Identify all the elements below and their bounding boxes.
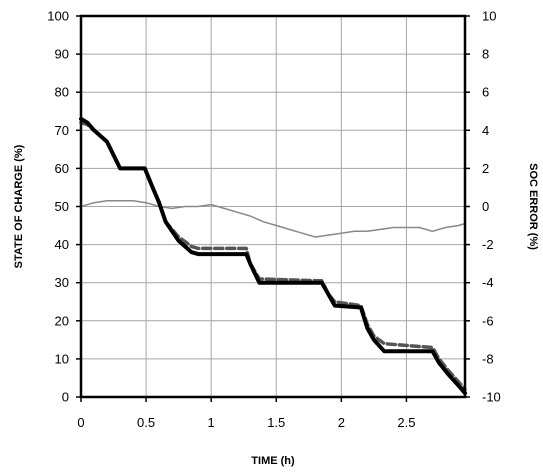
x-tick-label: 2.5 bbox=[397, 415, 415, 430]
x-tick-label: 1 bbox=[208, 415, 215, 430]
y-tick-label: 90 bbox=[55, 47, 69, 62]
y2-tick-label: 6 bbox=[482, 85, 489, 100]
x-tick-label: 2 bbox=[338, 415, 345, 430]
y-tick-label: 10 bbox=[55, 351, 69, 366]
y2-tick-label: -6 bbox=[482, 313, 494, 328]
y-tick-label: 70 bbox=[55, 123, 69, 138]
y2-tick-label: 4 bbox=[482, 123, 489, 138]
y-tick-label: 0 bbox=[62, 390, 69, 405]
y-tick-label: 80 bbox=[55, 85, 69, 100]
y-tick-label: 100 bbox=[47, 9, 69, 24]
soc-error-series bbox=[80, 200, 466, 238]
y2-tick-label: -4 bbox=[482, 275, 494, 290]
y-tick-label: 50 bbox=[55, 199, 69, 214]
tick-labels: 0102030405060708090100-10-8-6-4-20246810… bbox=[47, 9, 501, 431]
x-tick-label: 1.5 bbox=[267, 415, 285, 430]
y2-tick-label: 8 bbox=[482, 47, 489, 62]
y-tick-label: 30 bbox=[55, 275, 69, 290]
y-tick-label: 20 bbox=[55, 313, 69, 328]
x-tick-label: 0 bbox=[77, 415, 84, 430]
y2-tick-label: -8 bbox=[482, 351, 494, 366]
true-soc-series bbox=[79, 116, 467, 396]
y2-axis-title: SOC ERROR (%) bbox=[527, 163, 539, 250]
y-axis-title: STATE OF CHARGE (%) bbox=[13, 144, 25, 268]
grid bbox=[81, 16, 465, 397]
y2-tick-label: 2 bbox=[482, 161, 489, 176]
y2-tick-label: -10 bbox=[482, 390, 501, 405]
x-axis-title: TIME (h) bbox=[251, 455, 295, 467]
y-tick-label: 60 bbox=[55, 161, 69, 176]
x-tick-label: 0.5 bbox=[137, 415, 155, 430]
y2-tick-label: -2 bbox=[482, 237, 494, 252]
y-tick-label: 40 bbox=[55, 237, 69, 252]
y2-tick-label: 0 bbox=[482, 199, 489, 214]
y2-tick-label: 10 bbox=[482, 9, 496, 24]
series-layer bbox=[79, 116, 467, 396]
